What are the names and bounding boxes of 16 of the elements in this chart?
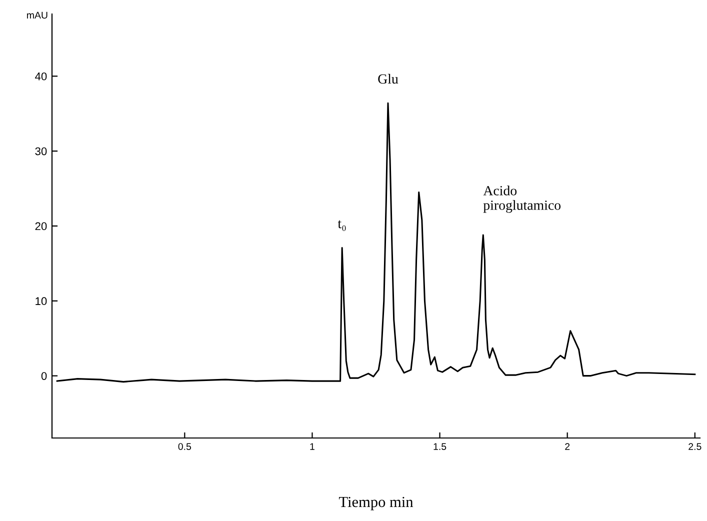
- annotation: Glu: [378, 74, 398, 84]
- annotation: t₀: [338, 220, 346, 231]
- y-tick-label: 10: [36, 297, 47, 306]
- y-tick-label: 30: [35, 147, 47, 156]
- y-tick-label: 40: [35, 72, 47, 80]
- annotation: Acido piroglutamico: [483, 186, 561, 213]
- x-tick-label: 2: [565, 443, 570, 450]
- x-tick-label: 1.5: [434, 443, 446, 450]
- x-tick-label: 0.5: [178, 443, 192, 450]
- x-axis-title: Tiempo min: [338, 496, 414, 510]
- x-tick-label: 2.5: [688, 443, 702, 450]
- y-tick-label: 0: [41, 372, 47, 380]
- y-tick-label: 20: [35, 222, 47, 230]
- x-tick-label: 1: [310, 443, 314, 450]
- line-series: [56, 102, 696, 383]
- y-axis-title: mAU: [27, 12, 48, 19]
